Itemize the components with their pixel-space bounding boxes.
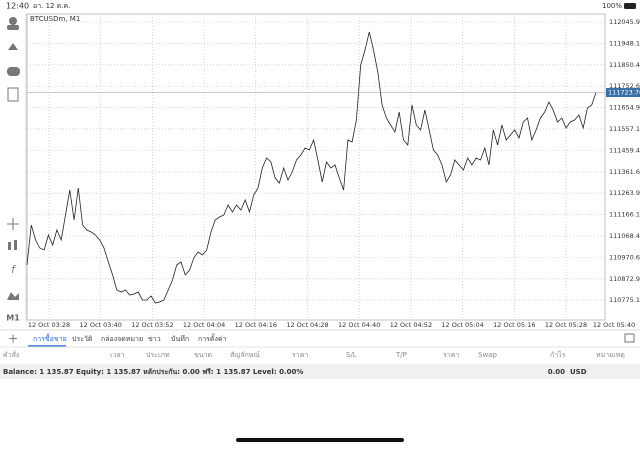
currency: USD	[570, 368, 587, 376]
tab[interactable]: กล่องจดหมาย	[101, 335, 143, 343]
y-tick-label: 112045.90	[609, 18, 640, 26]
y-tick-label: 111361.65	[609, 168, 640, 176]
price-line	[26, 31, 597, 304]
column-header: เวลา	[110, 351, 125, 359]
plot-frame	[26, 13, 606, 321]
tab[interactable]: ข่าว	[148, 335, 161, 343]
plot: 112045.90 111948.15 111850.40 111752.65 1116…	[26, 14, 640, 329]
status-time: 12:40	[6, 2, 29, 11]
account-icon[interactable]	[9, 17, 17, 25]
candle-icon-2	[14, 240, 17, 250]
tab[interactable]: บันทึก	[171, 334, 189, 343]
tab[interactable]: การตั้งค่า	[198, 332, 227, 343]
column-header: ราคา	[292, 351, 308, 359]
y-tick-label: 111850.40	[609, 61, 640, 69]
column-header: สัญลักษณ์	[230, 351, 260, 359]
y-tick-label: 111752.65	[609, 82, 640, 90]
objects-icon[interactable]	[7, 292, 19, 300]
x-tick-label: 12 Oct 04:28	[286, 321, 328, 329]
x-tick-label: 12 Oct 04:16	[235, 321, 277, 329]
timeframe-button[interactable]: M1	[6, 314, 20, 323]
current-price-label: 111723.76	[608, 89, 640, 97]
y-tick-label: 111459.40	[609, 146, 640, 154]
candle-icon[interactable]	[8, 242, 11, 250]
column-header: S/L	[346, 351, 357, 359]
y-tick-label: 111166.15	[609, 211, 640, 219]
column-header: หมายเหตุ	[596, 351, 625, 359]
x-tick-label: 12 Oct 04:52	[390, 321, 432, 329]
symbol-label: BTCUSDm, M1	[30, 15, 80, 23]
y-tick-label: 111948.15	[609, 39, 640, 47]
y-tick-label: 110775.15	[609, 296, 640, 304]
chat-icon[interactable]	[7, 67, 20, 76]
y-tick-label: 111654.90	[609, 104, 640, 112]
x-tick-label: 12 Oct 04:04	[183, 321, 225, 329]
x-tick-label: 12 Oct 03:52	[131, 321, 173, 329]
x-tick-label: 12 Oct 03:40	[80, 321, 122, 329]
y-tick-label: 111068.40	[609, 232, 640, 240]
tabs: การซื้อขาย ประวัติ กล่องจดหมาย ข่าว บันทึก กา…	[28, 332, 227, 347]
indicator-icon[interactable]: f	[11, 263, 17, 276]
tab[interactable]: ประวัติ	[72, 335, 93, 343]
current-price-tag	[606, 88, 640, 98]
toolbar: f	[7, 17, 20, 300]
column-header: ประเภท	[146, 351, 170, 359]
summary-row	[0, 364, 640, 379]
new-order-icon[interactable]	[7, 87, 19, 102]
x-tick-label: 12 Oct 05:40	[593, 321, 635, 329]
home-indicator	[236, 438, 404, 442]
x-tick-label: 12 Oct 04:40	[338, 321, 380, 329]
status-battery: 100%	[602, 2, 622, 10]
y-tick-label: 110872.90	[609, 275, 640, 283]
column-header: คำสั่ง	[3, 350, 19, 359]
account-icon-body	[7, 25, 19, 30]
table-header: คำสั่ง เวลา ประเภท ขนาด สัญลักษณ์ ราคา S/L T/P ร…	[3, 350, 625, 359]
add-button[interactable]: +	[8, 332, 18, 346]
x-tick-label: 12 Oct 05:04	[441, 321, 483, 329]
column-header: ราคา	[443, 351, 459, 359]
column-header: ขนาด	[194, 351, 212, 359]
column-header: กำไร	[550, 350, 566, 359]
layout-icon[interactable]	[624, 333, 635, 343]
trade-icon[interactable]	[8, 43, 18, 50]
status-date: อา. 12 ต.ค.	[33, 2, 70, 10]
crosshair-icon[interactable]	[7, 218, 19, 230]
battery-icon	[624, 3, 636, 9]
tab[interactable]: การซื้อขาย	[33, 332, 67, 343]
column-header: Swap	[478, 351, 497, 359]
y-tick-label: 111557.15	[609, 125, 640, 133]
y-tick-label: 110970.65	[609, 253, 640, 261]
balance-line: Balance: 1 135.87 Equity: 1 135.87 หลักป…	[3, 368, 303, 376]
column-header: T/P	[395, 351, 407, 359]
x-tick-label: 12 Oct 05:28	[545, 321, 587, 329]
x-tick-label: 12 Oct 05:16	[493, 321, 535, 329]
x-tick-label: 12 Oct 03:28	[28, 321, 70, 329]
y-tick-label: 111263.90	[609, 189, 640, 197]
profit: 0.00	[548, 368, 565, 376]
